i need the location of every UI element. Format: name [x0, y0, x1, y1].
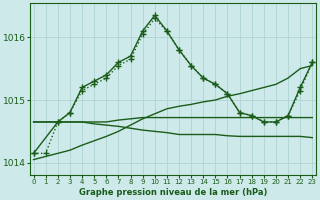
- X-axis label: Graphe pression niveau de la mer (hPa): Graphe pression niveau de la mer (hPa): [79, 188, 267, 197]
